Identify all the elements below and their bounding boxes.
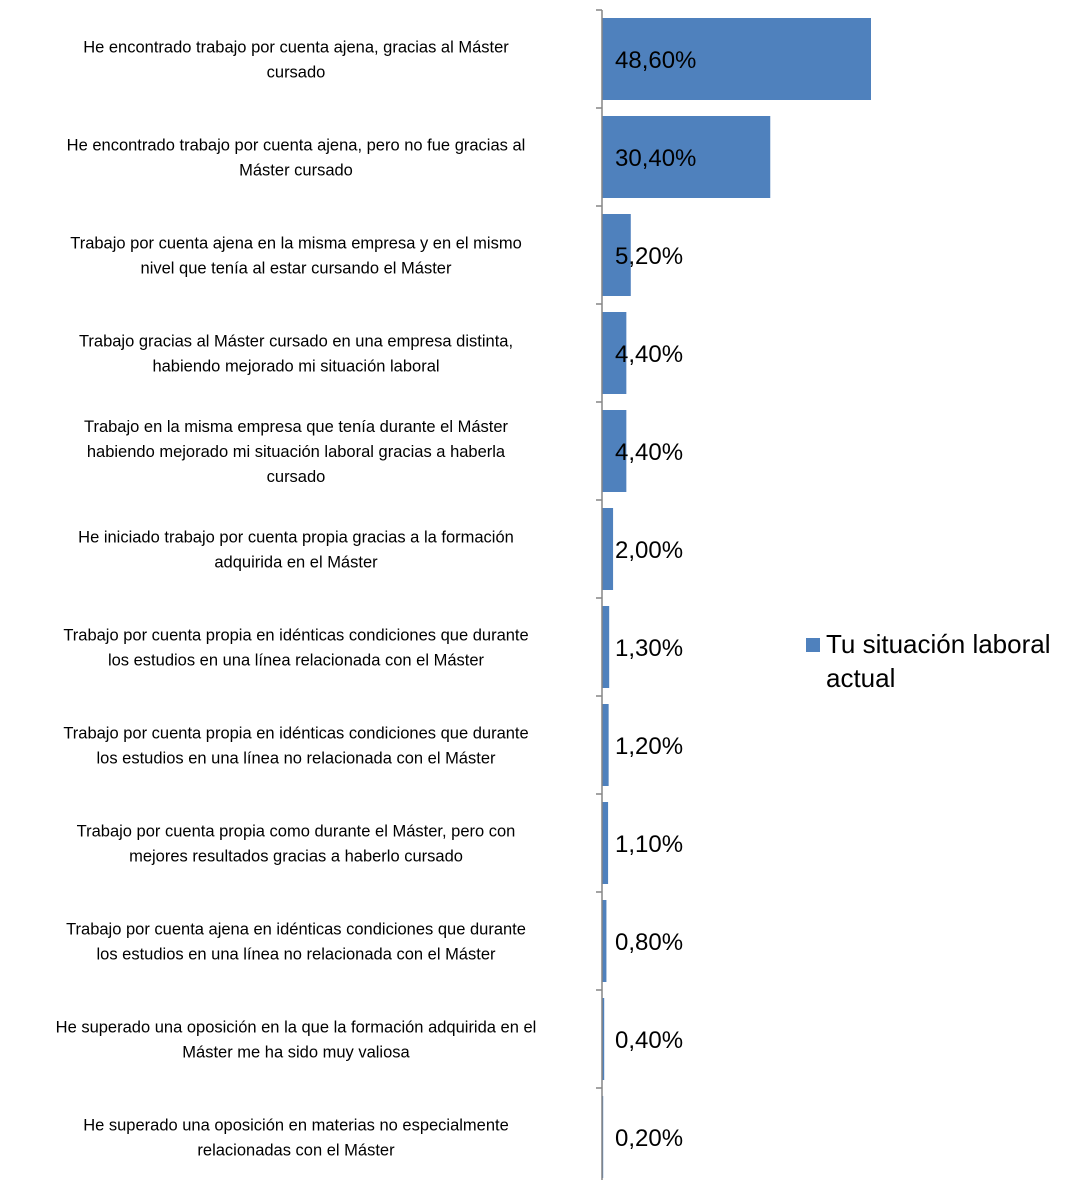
data-label: 4,40% — [615, 341, 683, 368]
bar — [602, 312, 627, 394]
data-label: 0,40% — [615, 1027, 683, 1054]
category-label-line: Trabajo por cuenta ajena en la misma emp… — [70, 235, 522, 253]
category-label-line: Trabajo por cuenta propia en idénticas c… — [63, 725, 528, 743]
data-label: 2,00% — [615, 537, 683, 564]
category-label: He superado una oposición en la que la f… — [56, 1019, 537, 1062]
legend-label: Tu situación laboral actual — [826, 629, 1051, 693]
data-label: 1,10% — [615, 831, 683, 858]
category-label-line: Trabajo por cuenta propia en idénticas c… — [63, 627, 528, 645]
category-label-line: He superado una oposición en materias no… — [83, 1117, 509, 1135]
data-label: 0,80% — [615, 929, 683, 956]
category-label: He superado una oposición en materias no… — [83, 1117, 509, 1160]
category-label: Trabajo por cuenta propia en idénticas c… — [63, 627, 528, 670]
category-label-line: He iniciado trabajo por cuenta propia gr… — [78, 529, 514, 547]
bar — [602, 410, 627, 492]
category-labels-group: He encontrado trabajo por cuenta ajena, … — [56, 39, 537, 1160]
bar — [602, 998, 605, 1080]
category-label-line: Trabajo gracias al Máster cursado en una… — [79, 333, 513, 351]
legend-swatch — [806, 638, 820, 652]
category-label-line: Máster me ha sido muy valiosa — [182, 1044, 410, 1062]
data-label: 30,40% — [615, 145, 696, 172]
category-label: Trabajo por cuenta propia en idénticas c… — [63, 725, 528, 768]
bar — [602, 214, 631, 296]
data-label: 5,20% — [615, 243, 683, 270]
data-label: 0,20% — [615, 1125, 683, 1152]
data-label: 1,20% — [615, 733, 683, 760]
category-label-line: Máster cursado — [239, 162, 353, 180]
category-label-line: Trabajo por cuenta ajena en idénticas co… — [66, 921, 526, 939]
bar — [602, 116, 771, 198]
category-label-line: cursado — [267, 468, 326, 486]
bar — [602, 900, 607, 982]
category-label-line: adquirida en el Máster — [214, 554, 378, 572]
category-label-line: los estudios en una línea no relacionada… — [96, 750, 496, 768]
category-label-line: habiendo mejorado mi situación laboral g… — [87, 443, 506, 461]
bar — [602, 704, 609, 786]
data-labels-group: 48,60% 30,40% 5,20% 4,40% 4,40% 2,00% 1,30% 1,2… — [615, 47, 696, 1152]
category-label: He encontrado trabajo por cuenta ajena, … — [83, 39, 509, 82]
category-label-line: relacionadas con el Máster — [197, 1142, 395, 1160]
category-label-line: mejores resultados gracias a haberlo cur… — [129, 848, 463, 866]
bar — [602, 508, 614, 590]
bars-group — [602, 18, 871, 1178]
data-label: 1,30% — [615, 635, 683, 662]
data-label: 48,60% — [615, 47, 696, 74]
category-label: Trabajo por cuenta ajena en idénticas co… — [66, 921, 526, 964]
category-label-line: los estudios en una línea relacionada co… — [108, 652, 485, 670]
category-label-line: los estudios en una línea no relacionada… — [96, 946, 496, 964]
category-label: He encontrado trabajo por cuenta ajena, … — [67, 137, 526, 180]
category-label: He iniciado trabajo por cuenta propia gr… — [78, 529, 514, 572]
category-label: Trabajo por cuenta ajena en la misma emp… — [70, 235, 522, 278]
bar — [602, 18, 871, 100]
category-label-line: cursado — [267, 64, 326, 82]
bar — [602, 802, 609, 884]
category-label-line: He encontrado trabajo por cuenta ajena, … — [83, 39, 509, 57]
category-label: Trabajo por cuenta propia como durante e… — [77, 823, 516, 866]
category-label-line: Trabajo por cuenta propia como durante e… — [77, 823, 516, 841]
category-label: Trabajo en la misma empresa que tenía du… — [84, 418, 509, 486]
data-label: 4,40% — [615, 439, 683, 466]
category-label-line: He superado una oposición en la que la f… — [56, 1019, 537, 1037]
category-label-line: He encontrado trabajo por cuenta ajena, … — [67, 137, 526, 155]
category-label: Trabajo gracias al Máster cursado en una… — [79, 333, 513, 376]
category-label-line: habiendo mejorado mi situación laboral — [152, 358, 439, 376]
category-label-line: nivel que tenía al estar cursando el Más… — [141, 260, 452, 278]
bar — [602, 606, 610, 688]
chart-legend: Tu situación laboral actual — [806, 627, 1068, 695]
category-label-line: Trabajo en la misma empresa que tenía du… — [84, 418, 509, 436]
